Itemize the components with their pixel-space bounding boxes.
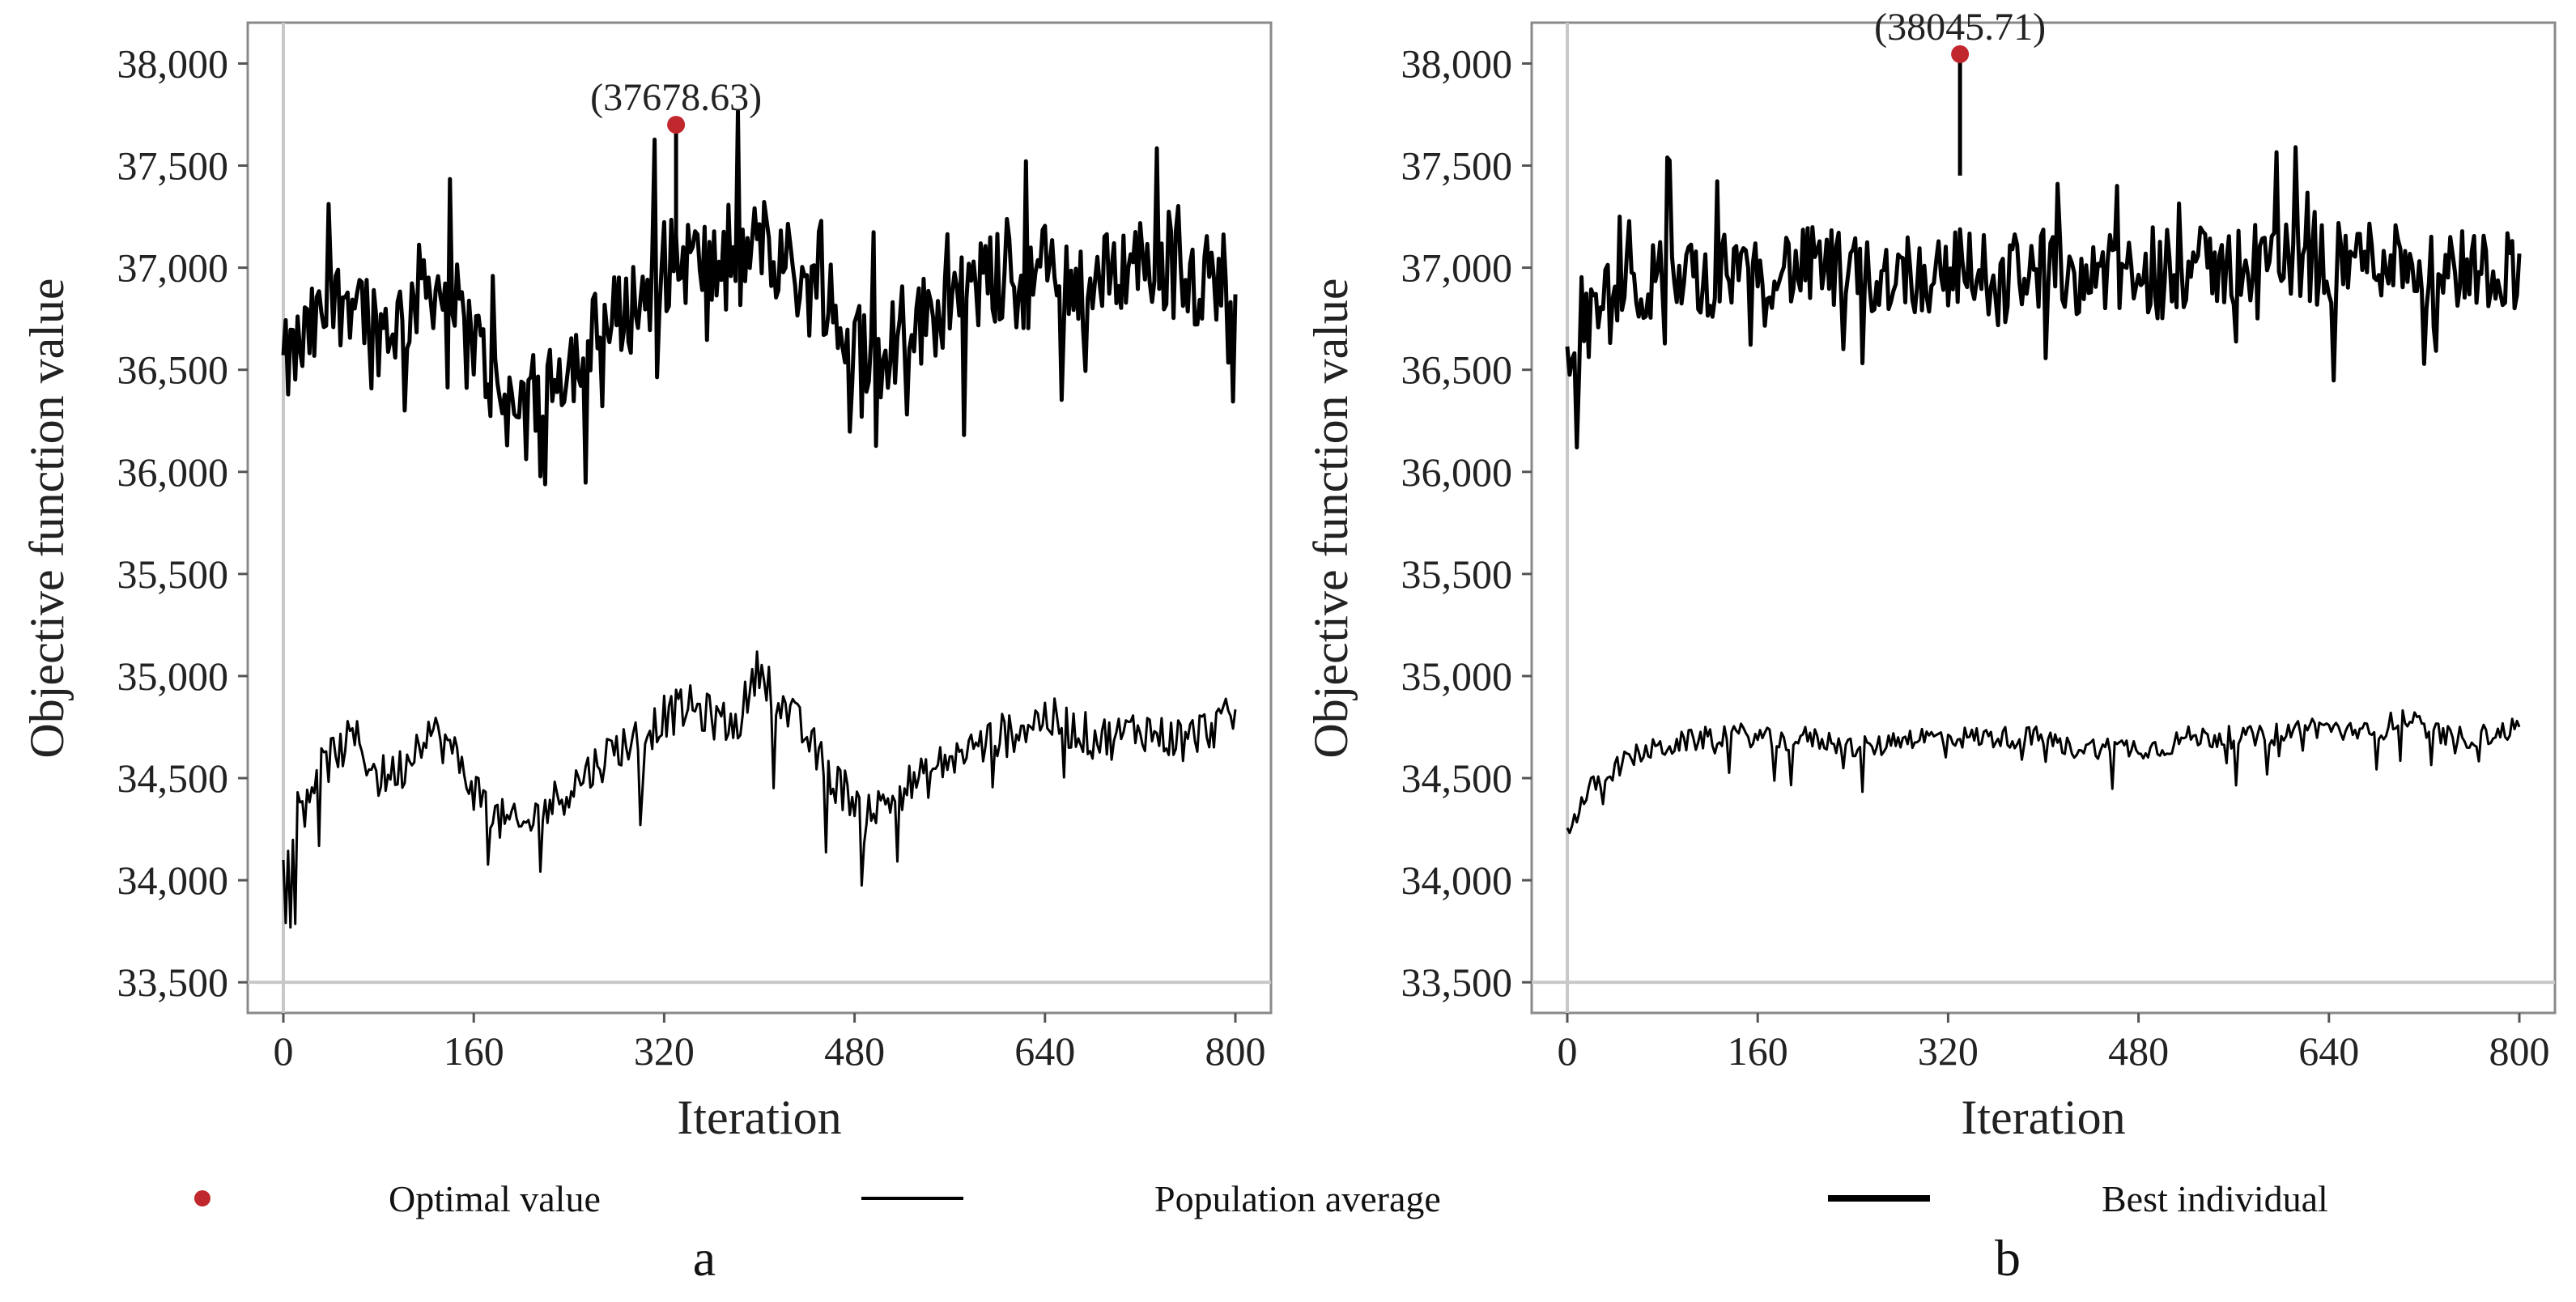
x-tick-label: 800 — [2489, 1028, 2550, 1074]
x-tick-label: 0 — [1558, 1028, 1578, 1074]
x-tick-label: 800 — [1205, 1028, 1266, 1074]
y-tick-label: 33,500 — [1401, 959, 1513, 1005]
legend: Optimal value Population average Best in… — [194, 1178, 2328, 1219]
series-best-individual — [281, 108, 1238, 487]
series-lines — [1565, 145, 2522, 835]
legend-average-label: Population average — [1154, 1178, 1441, 1219]
legend-optimal-label: Optimal value — [389, 1178, 601, 1219]
optimal-point — [667, 116, 686, 134]
zero-gridlines — [248, 23, 1271, 1013]
y-tick-label: 35,000 — [117, 653, 229, 699]
optimal-annotation: (38045.71) — [1874, 6, 2046, 49]
plot-frame — [246, 21, 1273, 1015]
y-axis-label: Objective function value — [1304, 278, 1358, 758]
y-axis-ticks: 33,500 34,000 34,500 35,000 35,500 36,000 36,5… — [117, 40, 248, 1005]
y-tick-label: 34,000 — [117, 857, 229, 903]
x-tick-label: 0 — [274, 1028, 294, 1074]
x-tick-label: 320 — [1918, 1028, 1979, 1074]
x-tick-label: 480 — [2108, 1028, 2169, 1074]
y-tick-label: 38,000 — [1401, 40, 1513, 86]
y-tick-label: 35,500 — [117, 551, 229, 597]
y-tick-label: 34,500 — [117, 755, 229, 801]
y-tick-label: 37,500 — [117, 143, 229, 189]
x-tick-label: 640 — [1014, 1028, 1075, 1074]
chart-panel-b: 33,500 34,000 34,500 35,000 35,500 36,000 36,5… — [1304, 6, 2557, 1287]
legend-optimal-swatch — [194, 1190, 210, 1206]
series-lines — [281, 108, 1238, 929]
optimal-annotation: (37678.63) — [590, 76, 762, 119]
y-tick-label: 34,500 — [1401, 755, 1513, 801]
series-population-average — [1566, 708, 2521, 835]
legend-best-label: Best individual — [2102, 1178, 2328, 1219]
x-tick-label: 160 — [1728, 1028, 1788, 1074]
y-tick-label: 36,500 — [1401, 347, 1513, 393]
series-population-average — [282, 650, 1237, 929]
x-axis-ticks: 0 160 320 480 640 800 — [1558, 1013, 2550, 1074]
x-axis-ticks: 0 160 320 480 640 800 — [274, 1013, 1266, 1074]
panel-label-b: b — [1995, 1229, 2021, 1287]
optimal-point — [1951, 45, 1970, 63]
x-tick-label: 640 — [2298, 1028, 2359, 1074]
y-tick-label: 37,000 — [1401, 245, 1513, 291]
y-axis-ticks: 33,500 34,000 34,500 35,000 35,500 36,000 36,5… — [1401, 40, 1532, 1005]
x-tick-label: 160 — [444, 1028, 504, 1074]
y-tick-label: 38,000 — [117, 40, 229, 86]
x-axis-label: Iteration — [677, 1091, 841, 1144]
series-best-individual — [1565, 145, 2522, 450]
zero-gridlines — [1532, 23, 2555, 1013]
y-tick-label: 35,500 — [1401, 551, 1513, 597]
y-tick-label: 34,000 — [1401, 857, 1513, 903]
y-tick-label: 36,000 — [1401, 449, 1513, 495]
x-tick-label: 480 — [824, 1028, 885, 1074]
x-axis-label: Iteration — [1961, 1091, 2125, 1144]
y-tick-label: 36,000 — [117, 449, 229, 495]
plot-frame — [1530, 21, 2557, 1015]
chart-panel-a: 33,500 34,000 34,500 35,000 35,500 36,000 36,5… — [20, 21, 1273, 1287]
x-tick-label: 320 — [634, 1028, 695, 1074]
y-tick-label: 37,500 — [1401, 143, 1513, 189]
y-tick-label: 36,500 — [117, 347, 229, 393]
panel-label-a: a — [693, 1229, 716, 1287]
y-tick-label: 37,000 — [117, 245, 229, 291]
y-tick-label: 33,500 — [117, 959, 229, 1005]
y-axis-label: Objective function value — [20, 278, 74, 758]
optimal-marker — [1951, 45, 1970, 176]
optimal-marker — [667, 116, 686, 247]
y-tick-label: 35,000 — [1401, 653, 1513, 699]
